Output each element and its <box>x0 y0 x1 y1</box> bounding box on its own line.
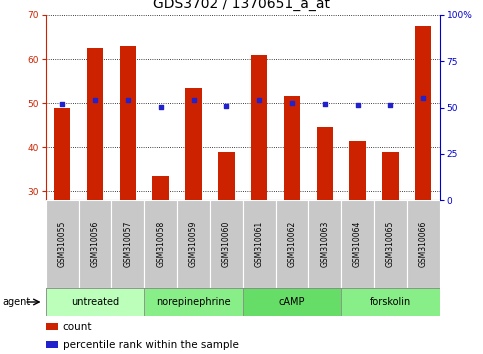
Bar <box>284 97 300 200</box>
Text: GSM310056: GSM310056 <box>91 221 99 267</box>
Bar <box>251 55 267 200</box>
Text: GSM310063: GSM310063 <box>320 221 329 267</box>
Bar <box>415 26 431 200</box>
Point <box>124 97 132 103</box>
Bar <box>185 88 202 200</box>
Point <box>91 97 99 103</box>
Bar <box>218 152 235 200</box>
Text: GSM310066: GSM310066 <box>419 221 427 267</box>
Bar <box>120 46 136 200</box>
Bar <box>112 200 144 288</box>
Bar <box>349 141 366 200</box>
Text: GSM310061: GSM310061 <box>255 221 264 267</box>
Text: untreated: untreated <box>71 297 119 307</box>
Text: GSM310060: GSM310060 <box>222 221 231 267</box>
Point <box>386 102 394 108</box>
Text: norepinephrine: norepinephrine <box>156 297 231 307</box>
Bar <box>308 200 341 288</box>
Text: GSM310058: GSM310058 <box>156 221 165 267</box>
Bar <box>316 127 333 200</box>
Bar <box>242 288 341 316</box>
Text: forskolin: forskolin <box>369 297 411 307</box>
Text: agent: agent <box>2 297 30 307</box>
Bar <box>210 200 243 288</box>
Text: GSM310055: GSM310055 <box>58 221 67 267</box>
Bar <box>153 176 169 200</box>
Bar <box>242 200 275 288</box>
Bar <box>144 200 177 288</box>
Text: GSM310057: GSM310057 <box>123 221 132 267</box>
Text: cAMP: cAMP <box>279 297 305 307</box>
Bar <box>54 108 71 200</box>
Bar <box>341 288 440 316</box>
Text: GSM310064: GSM310064 <box>353 221 362 267</box>
Text: GSM310059: GSM310059 <box>189 221 198 267</box>
Point <box>157 104 165 109</box>
Point <box>419 96 427 101</box>
Text: GDS3702 / 1370651_a_at: GDS3702 / 1370651_a_at <box>153 0 330 11</box>
Point <box>255 97 263 103</box>
Bar <box>177 200 210 288</box>
Text: GSM310065: GSM310065 <box>386 221 395 267</box>
Bar <box>341 200 374 288</box>
Point <box>58 101 66 107</box>
Bar <box>87 48 103 200</box>
Point <box>321 101 328 107</box>
Point <box>223 103 230 108</box>
Bar <box>46 288 144 316</box>
Bar <box>46 200 79 288</box>
Bar <box>407 200 440 288</box>
Text: GSM310062: GSM310062 <box>287 221 297 267</box>
Text: percentile rank within the sample: percentile rank within the sample <box>63 339 239 349</box>
Bar <box>382 152 398 200</box>
Bar <box>374 200 407 288</box>
Text: count: count <box>63 322 92 332</box>
Bar <box>275 200 308 288</box>
Point <box>288 100 296 106</box>
Bar <box>144 288 242 316</box>
Bar <box>79 200 112 288</box>
Point <box>190 97 198 103</box>
Point <box>354 102 361 108</box>
